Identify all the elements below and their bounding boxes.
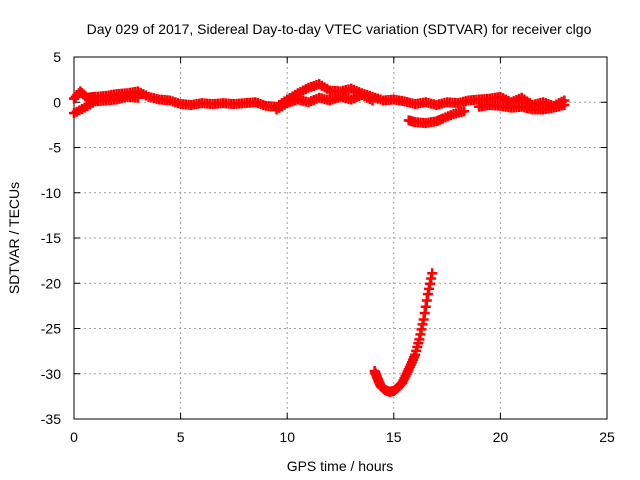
x-tick-label: 0: [70, 429, 78, 445]
y-tick-label: -35: [41, 411, 61, 427]
x-axis-label: GPS time / hours: [287, 458, 394, 474]
y-tick-label: -30: [41, 366, 61, 382]
grid: [74, 57, 607, 419]
y-tick-label: -25: [41, 321, 61, 337]
y-tick-label: -15: [41, 230, 61, 246]
data-point: [459, 106, 470, 117]
data-point: [427, 268, 438, 279]
y-tick-label: 0: [53, 94, 61, 110]
x-tick-label: 25: [599, 429, 615, 445]
y-tick-label: 5: [53, 49, 61, 65]
data-point: [367, 95, 378, 106]
axis-ticks: 0 5 10 15 20 25 5 0 -5 -10 -15 -20 -25 -30 -35: [41, 49, 615, 445]
data-points: [69, 79, 570, 397]
y-tick-label: -5: [49, 140, 62, 156]
x-tick-label: 5: [177, 429, 185, 445]
chart-title: Day 029 of 2017, Sidereal Day-to-day VTE…: [87, 21, 592, 37]
data-point: [132, 92, 143, 103]
data-point: [559, 99, 570, 110]
x-tick-label: 20: [493, 429, 509, 445]
y-tick-label: -20: [41, 275, 61, 291]
y-axis-label: SDTVAR / TECUs: [6, 182, 22, 294]
x-tick-label: 15: [386, 429, 402, 445]
y-tick-label: -10: [41, 185, 61, 201]
x-tick-label: 10: [279, 429, 295, 445]
